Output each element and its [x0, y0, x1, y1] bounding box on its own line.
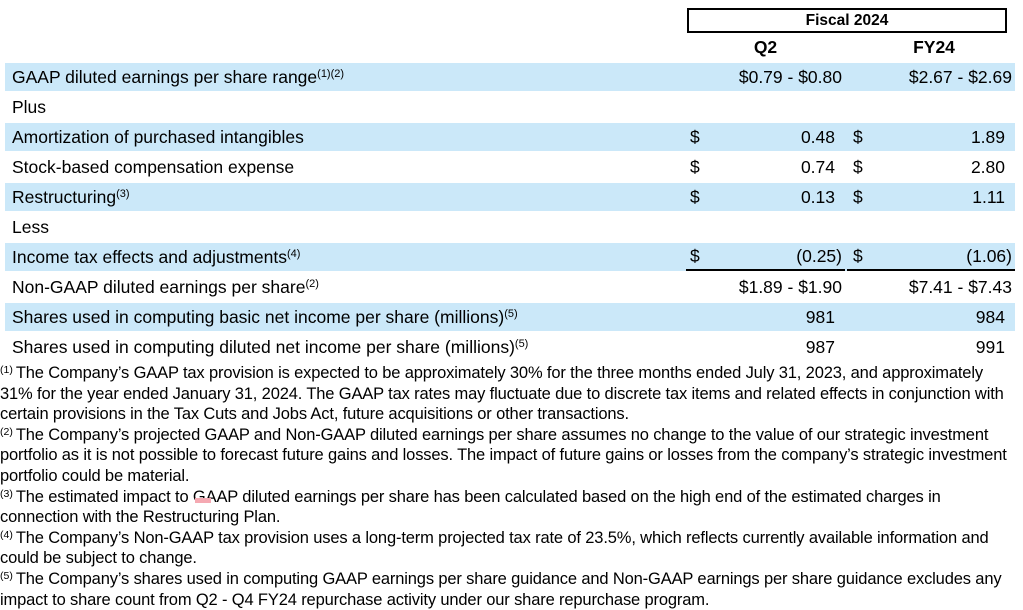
fy24-value: 1.11 — [972, 186, 1005, 207]
footnote-3: (3) The estimated impact to GAAP diluted … — [0, 487, 1016, 528]
currency-symbol: $ — [690, 126, 700, 147]
fiscal-year-group-header: Fiscal 2024 — [687, 8, 1007, 33]
footnote-text: The estimated impact to GAAP diluted ear… — [0, 487, 941, 527]
currency-symbol: $ — [690, 186, 700, 207]
row-label: Restructuring — [12, 186, 117, 207]
currency-symbol: $ — [853, 156, 863, 177]
footnotes: (1) The Company’s GAAP tax provision is e… — [0, 363, 1016, 610]
footnote-ref: (5) — [514, 337, 529, 350]
table-row-less-section: Less — [5, 213, 1015, 241]
currency-symbol: $ — [853, 245, 863, 266]
q2-value: 0.48 — [800, 126, 835, 147]
column-header-q2: Q2 — [753, 37, 778, 57]
annotation-highlight-mark — [195, 498, 211, 503]
fy24-value: $2.67 - $2.69 — [908, 66, 1012, 87]
fiscal-year-label: Fiscal 2024 — [805, 12, 889, 29]
footnote-marker: (1) — [0, 364, 13, 376]
footnote-marker: (5) — [0, 569, 13, 582]
column-header-fy24: FY24 — [913, 37, 955, 57]
q2-value: 987 — [805, 336, 835, 357]
fy24-value: 984 — [975, 306, 1005, 327]
row-label: Non-GAAP diluted earnings per share — [12, 276, 306, 297]
footnote-4: (4) The Company’s Non-GAAP tax provision … — [0, 528, 1016, 569]
table-row-gaap-eps-range: GAAP diluted earnings per share range(1)… — [5, 63, 1015, 91]
footnote-marker: (3) — [0, 487, 13, 500]
row-label: GAAP diluted earnings per share range — [12, 66, 318, 87]
column-header-row: Q2 FY24 — [5, 33, 1015, 62]
table-row-income-tax-effects: Income tax effects and adjustments(4) $ (… — [5, 243, 1015, 271]
q2-value: 0.13 — [800, 186, 835, 207]
fy24-value: 1.89 — [970, 126, 1005, 147]
currency-symbol: $ — [853, 126, 863, 147]
footnote-text: The Company’s GAAP tax provision is expe… — [0, 364, 1004, 424]
q2-value: $1.89 - $1.90 — [738, 276, 842, 297]
row-label: Shares used in computing diluted net inc… — [12, 336, 515, 357]
row-label: Stock-based compensation expense — [12, 156, 295, 177]
table-row-restructuring: Restructuring(3) $0.13 $1.11 — [5, 183, 1015, 211]
footnote-1: (1) The Company’s GAAP tax provision is e… — [0, 363, 1016, 425]
table-row-shares-diluted: Shares used in computing diluted net inc… — [5, 333, 1015, 361]
currency-symbol: $ — [853, 186, 863, 207]
footnote-ref: (4) — [286, 247, 301, 260]
q2-value: 981 — [805, 306, 835, 327]
table-row-plus-section: Plus — [5, 93, 1015, 121]
footnote-2: (2) The Company’s projected GAAP and Non-… — [0, 425, 1016, 487]
footnote-marker: (4) — [0, 528, 13, 541]
table-row-shares-basic: Shares used in computing basic net incom… — [5, 303, 1015, 331]
currency-symbol: $ — [690, 245, 700, 266]
currency-symbol: $ — [690, 156, 700, 177]
footnote-ref: (1)(2) — [317, 67, 345, 80]
fy24-value: 2.80 — [970, 156, 1005, 177]
row-label: Income tax effects and adjustments — [12, 246, 287, 267]
footnote-ref: (3) — [116, 187, 130, 200]
table-row-non-gaap-eps: Non-GAAP diluted earnings per share(2) $… — [5, 273, 1015, 301]
fy24-value: 991 — [975, 336, 1005, 357]
row-label: Less — [12, 216, 49, 237]
footnote-text: The Company’s Non-GAAP tax provision use… — [0, 528, 989, 568]
table-row-stock-comp: Stock-based compensation expense $0.74 $… — [5, 153, 1015, 181]
row-label: Plus — [12, 96, 47, 117]
footnote-5: (5) The Company’s shares used in computin… — [0, 569, 1016, 610]
q2-value: (0.25) — [796, 245, 842, 266]
fy24-value: (1.06) — [966, 245, 1012, 266]
fy24-value: $7.41 - $7.43 — [908, 276, 1012, 297]
row-label: Shares used in computing basic net incom… — [12, 306, 505, 327]
footnote-text: The Company’s shares used in computing G… — [0, 569, 1002, 609]
footnote-ref: (2) — [305, 277, 319, 290]
row-label: Amortization of purchased intangibles — [12, 126, 304, 147]
guidance-table: Q2 FY24 GAAP diluted earnings per share … — [0, 33, 1023, 363]
q2-value: $0.79 - $0.80 — [738, 66, 842, 87]
footnote-marker: (2) — [0, 425, 13, 438]
footnote-text: The Company’s projected GAAP and Non-GAA… — [0, 425, 1007, 485]
q2-value: 0.74 — [800, 156, 835, 177]
table-row-amortization: Amortization of purchased intangibles $0… — [5, 123, 1015, 151]
footnote-ref: (5) — [504, 307, 518, 320]
